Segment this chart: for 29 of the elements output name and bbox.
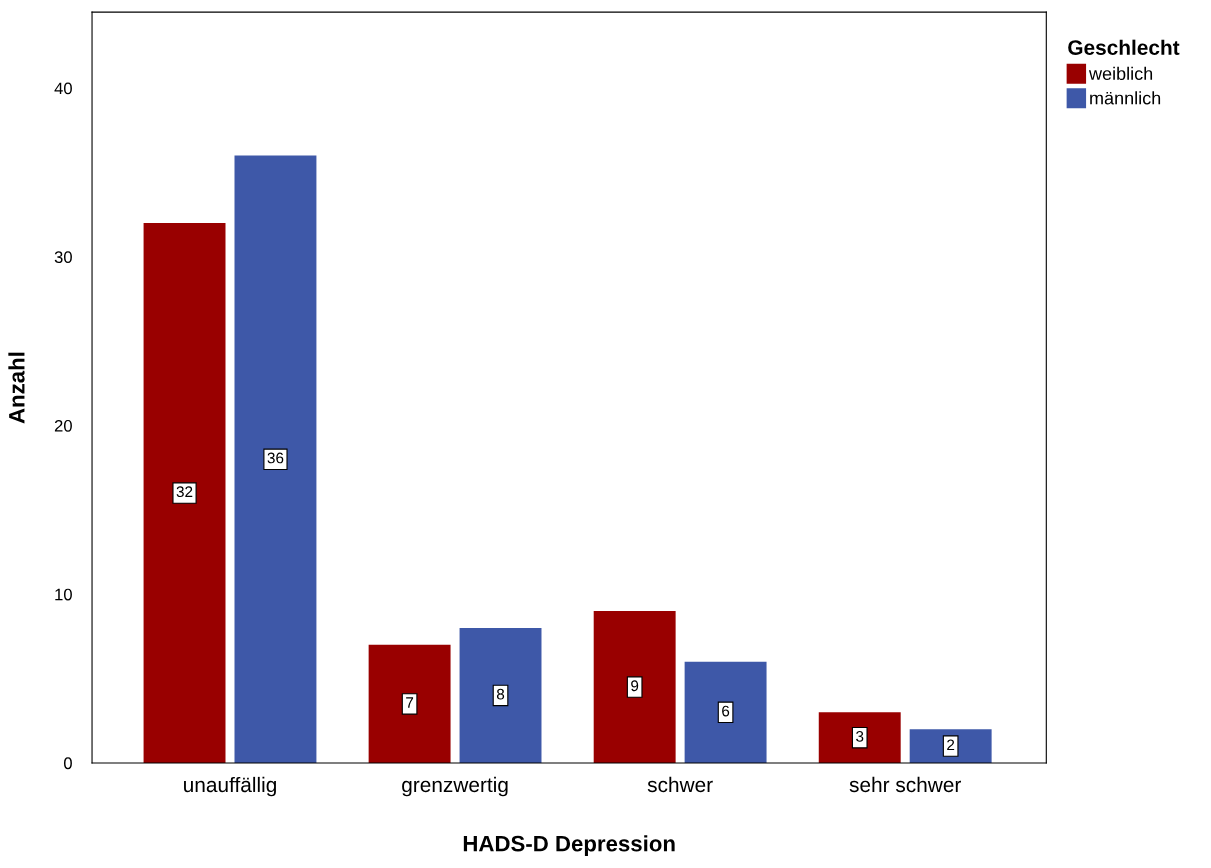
bar xyxy=(368,644,451,763)
x-tick-label: unauffällig xyxy=(184,776,276,797)
bar xyxy=(818,712,901,763)
y-axis-title: Anzahl xyxy=(8,352,25,424)
data-label: 3 xyxy=(856,730,864,742)
y-tick-label: 40 xyxy=(54,82,72,95)
data-label: 2 xyxy=(947,739,955,751)
y-tick-label: 0 xyxy=(63,757,72,770)
legend-title: Geschlecht xyxy=(1068,39,1180,55)
data-label: 9 xyxy=(631,680,639,692)
y-tick-label: 30 xyxy=(54,251,72,263)
data-label: 6 xyxy=(722,705,730,717)
y-tick-label: 20 xyxy=(54,419,72,432)
data-label: 7 xyxy=(406,697,414,708)
data-label: 8 xyxy=(496,688,505,700)
x-tick-label: grenzwertig xyxy=(402,776,508,797)
data-label: 32 xyxy=(176,486,193,498)
data-label: 36 xyxy=(267,452,284,464)
x-tick-label: sehr schwer xyxy=(849,776,961,793)
bar xyxy=(143,223,226,763)
legend-label: männlich xyxy=(1090,91,1161,105)
x-axis-title: HADS-D Depression xyxy=(463,835,675,856)
bar xyxy=(234,155,317,763)
x-tick-label: schwer xyxy=(647,776,713,793)
y-tick-label: 10 xyxy=(55,588,72,601)
bar xyxy=(459,627,542,763)
legend-label: weiblich xyxy=(1088,66,1153,81)
bar xyxy=(684,661,767,763)
bar xyxy=(593,611,676,763)
